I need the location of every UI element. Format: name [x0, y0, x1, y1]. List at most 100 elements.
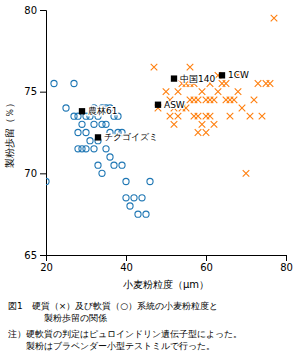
point-x	[231, 97, 238, 104]
point-x	[259, 113, 266, 120]
y-tick: 80	[24, 5, 46, 16]
x-tick-label: 80	[280, 262, 293, 273]
point-circle	[135, 211, 141, 217]
x-tick: 20	[40, 255, 53, 273]
point-label: チクゴイズミ	[104, 132, 158, 142]
point-x	[251, 97, 258, 104]
y-axis-line	[40, 11, 47, 256]
point-x	[151, 64, 158, 71]
point-x	[271, 15, 278, 22]
point-circle	[83, 129, 89, 135]
note-line: 製粉はブラベンダー小型テストミルで行った。	[8, 341, 215, 351]
point-x	[195, 113, 202, 120]
point-label: 中国140	[180, 74, 215, 84]
point-x	[211, 97, 218, 104]
x-axis: 20 40 60 80	[40, 255, 293, 273]
y-tick: 65	[24, 250, 46, 261]
point-x	[239, 105, 246, 112]
point-label: 農林61	[88, 106, 117, 116]
point-square	[95, 134, 101, 140]
series-circle	[46, 80, 153, 217]
point-x	[227, 113, 234, 120]
point-circle	[83, 146, 89, 152]
point-circle	[91, 146, 97, 152]
x-tick-label: 20	[40, 262, 53, 273]
chart-container: 2040608065707580小麦粉粒度（μm）製粉歩留（％）農林61ASW中…	[0, 0, 300, 360]
point-circle	[107, 154, 113, 160]
point-circle	[95, 162, 101, 168]
y-tick-mark	[40, 10, 46, 11]
x-axis-title: 小麦粉粒度（μm）	[123, 279, 209, 290]
point-x	[167, 113, 174, 120]
y-tick-label: 80	[24, 5, 37, 16]
point-circle	[51, 80, 57, 86]
point-x	[175, 88, 182, 95]
x-tick-label: 60	[200, 262, 213, 273]
point-square	[171, 75, 177, 81]
y-tick: 70	[24, 168, 46, 179]
point-square	[79, 108, 85, 114]
point-circle	[87, 138, 93, 144]
y-tick-mark	[40, 255, 46, 256]
y-tick-label: 65	[24, 250, 37, 261]
x-tick-mark	[126, 255, 127, 261]
series-square	[79, 72, 225, 140]
plot-area	[46, 15, 277, 217]
x-tick: 40	[120, 255, 133, 273]
point-x	[195, 97, 202, 104]
point-circle	[127, 203, 133, 209]
point-x	[203, 129, 210, 136]
point-circle	[75, 129, 81, 135]
point-circle	[71, 80, 77, 86]
point-square	[155, 102, 161, 108]
point-square	[219, 72, 225, 78]
y-axis: 65 70 75 80	[24, 5, 46, 261]
x-axis-line	[47, 256, 287, 262]
y-tick-label: 75	[24, 86, 37, 97]
point-x	[195, 129, 202, 136]
x-tick-mark	[286, 255, 287, 261]
note-line: 注）硬軟質の判定はピュロインドリン遺伝子型によった。	[8, 329, 242, 339]
caption-line: 製粉歩留の関係	[8, 313, 107, 323]
point-circle	[123, 195, 129, 201]
point-x	[163, 88, 170, 95]
point-label: 1CW	[228, 70, 249, 80]
point-x	[243, 170, 250, 177]
point-x	[223, 80, 230, 87]
point-x	[211, 121, 218, 128]
x-tick-label: 40	[120, 262, 133, 273]
point-circle	[103, 146, 109, 152]
point-circle	[103, 121, 109, 127]
y-axis-title: 製粉歩留（％）	[4, 98, 15, 168]
point-x	[199, 88, 206, 95]
x-tick-mark	[206, 255, 207, 261]
point-circle	[63, 105, 69, 111]
point-circle	[139, 195, 145, 201]
point-circle	[143, 211, 149, 217]
point-circle	[123, 178, 129, 184]
point-x	[207, 113, 214, 120]
point-circle	[79, 121, 85, 127]
y-tick-mark	[40, 173, 46, 174]
point-circle	[111, 162, 117, 168]
point-x	[255, 80, 262, 87]
point-x	[175, 113, 182, 120]
point-circle	[119, 162, 125, 168]
point-circle	[91, 121, 97, 127]
x-tick: 80	[280, 255, 293, 273]
caption-line: 図1 硬質（×）及び軟質（○）系統の小麦粉粒度と	[8, 301, 218, 311]
point-circle	[46, 178, 49, 184]
x-tick: 60	[200, 255, 213, 273]
point-circle	[147, 178, 153, 184]
y-tick: 75	[24, 86, 46, 97]
point-x	[215, 88, 222, 95]
y-tick-label: 70	[24, 168, 37, 179]
point-x	[267, 80, 274, 87]
point-circle	[99, 170, 105, 176]
y-tick-mark	[40, 92, 46, 93]
point-x	[247, 113, 254, 120]
series-x	[151, 15, 278, 177]
point-x	[235, 88, 242, 95]
point-x	[171, 121, 178, 128]
point-labels: 農林61ASW中国1401CWチクゴイズミ	[88, 70, 249, 142]
